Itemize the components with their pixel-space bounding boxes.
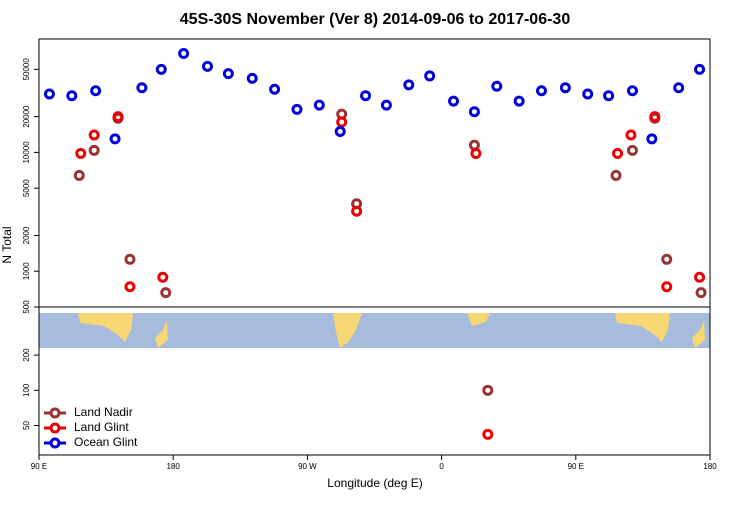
y-tick-label: 50 [22,421,31,430]
point [155,63,167,75]
y-tick-label: 200 [22,348,31,362]
y-tick-label: 500 [22,300,31,314]
point [43,88,55,100]
y-tick-label: 1000 [22,262,31,280]
point [482,428,494,440]
x-tick-label: 90 E [31,462,47,471]
x-tick-label: 180 [703,462,717,471]
point [694,271,706,283]
x-tick-label: 180 [167,462,181,471]
point [124,253,136,265]
point [157,271,169,283]
point [603,90,615,102]
point [160,287,172,299]
legend-marker [49,407,61,419]
point [626,85,638,97]
point [403,79,415,91]
legend-marker [49,437,61,449]
point [112,111,124,123]
point [610,169,622,181]
point [351,205,363,217]
point [66,90,78,102]
point [470,147,482,159]
x-tick-label: 0 [439,462,444,471]
point [468,106,480,118]
point [695,287,707,299]
point [491,80,503,92]
point [661,281,673,293]
point [75,147,87,159]
x-tick-label: 90 E [568,462,584,471]
point [334,125,346,137]
point [694,63,706,75]
y-tick-label: 100 [22,383,31,397]
map-strip [39,313,710,348]
point [649,111,661,123]
x-axis-label: Longitude (deg E) [327,476,422,490]
point [468,139,480,151]
point [661,253,673,265]
y-tick-label: 10000 [22,141,31,164]
point [424,70,436,82]
point [124,281,136,293]
legend-marker [49,422,61,434]
point [513,95,525,107]
point [178,47,190,59]
point [559,82,571,94]
point [380,99,392,111]
y-axis-label: N Total [0,226,14,263]
point [626,144,638,156]
point [625,129,637,141]
point [201,60,213,72]
y-tick-label: 50000 [22,58,31,81]
point [269,83,281,95]
point [90,85,102,97]
point [336,116,348,128]
bottom-frame [38,306,711,456]
legend-label: Land Nadir [74,405,133,419]
point [646,133,658,145]
point [448,95,460,107]
point [673,82,685,94]
y-tick-label: 2000 [22,226,31,244]
point [612,147,624,159]
top-frame [38,38,711,308]
point [536,85,548,97]
point [73,169,85,181]
point [313,99,325,111]
point [291,103,303,115]
y-tick-label: 5000 [22,179,31,197]
point [88,129,100,141]
point [246,72,258,84]
point [482,384,494,396]
point [360,90,372,102]
y-tick-label: 20000 [22,105,31,128]
point [136,82,148,94]
x-tick-label: 90 W [298,462,317,471]
legend-label: Land Glint [74,420,129,434]
point [582,88,594,100]
legend-label: Ocean Glint [74,435,138,449]
point [109,133,121,145]
point [222,68,234,80]
point [88,144,100,156]
chart-title: 45S-30S November (Ver 8) 2014-09-06 to 2… [180,11,571,28]
